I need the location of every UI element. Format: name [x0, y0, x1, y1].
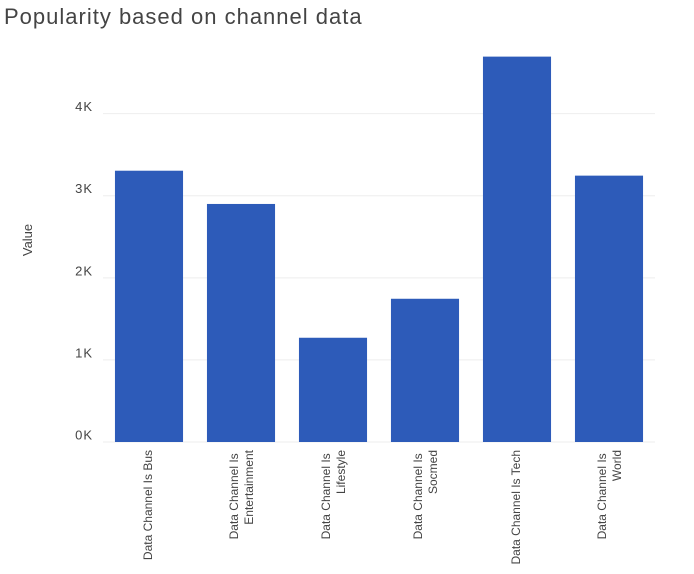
bar [482, 56, 552, 443]
bar [114, 170, 184, 442]
x-tick-label: Data Channel Is Lifestyle [319, 450, 348, 540]
y-tick-label: 2K [75, 263, 93, 278]
y-tick-label: 4K [75, 99, 93, 114]
bar [298, 337, 368, 442]
x-tick-label: Data Channel Is Tech [509, 450, 523, 565]
bar [206, 203, 276, 442]
chart-title: Popularity based on channel data [4, 4, 363, 29]
y-axis-title: Value [20, 224, 35, 256]
y-tick-label: 0K [75, 427, 93, 442]
y-tick-label: 3K [75, 181, 93, 196]
x-tick-label: Data Channel Is Socmed [411, 450, 440, 539]
x-tick-label: Data Channel Is Entertainment [227, 449, 256, 539]
bar [390, 298, 460, 442]
x-tick-label: Data Channel Is Bus [141, 450, 155, 560]
y-tick-label: 1K [75, 345, 93, 360]
x-tick-label: Data Channel Is World [595, 450, 624, 539]
bar [574, 175, 644, 442]
